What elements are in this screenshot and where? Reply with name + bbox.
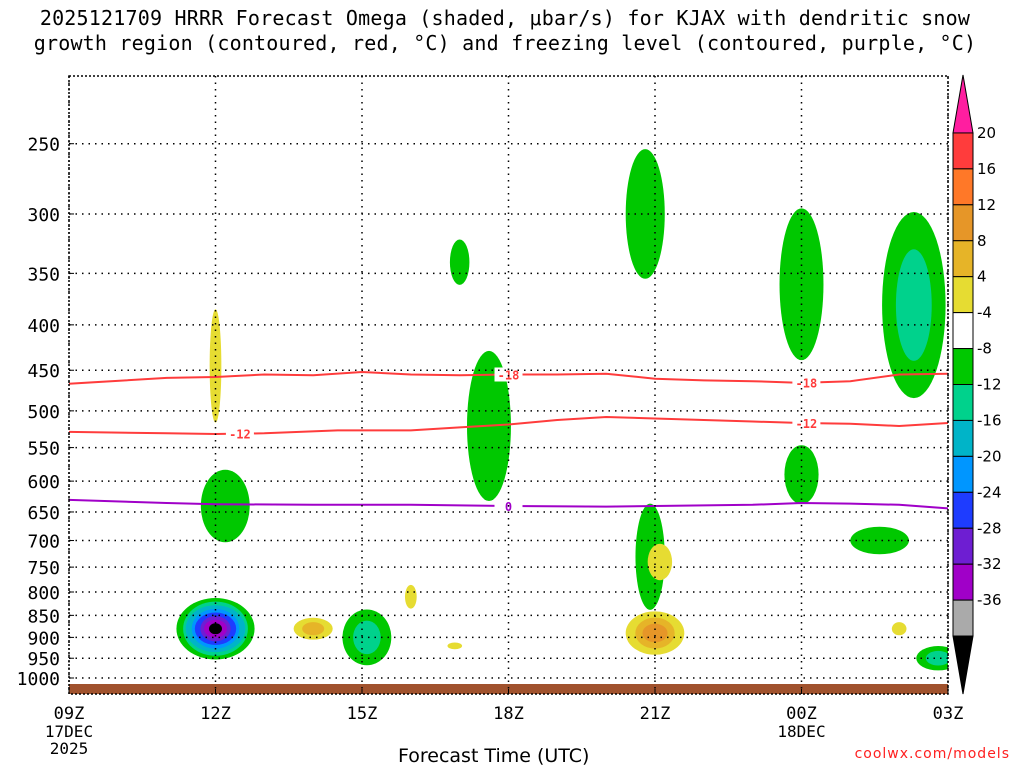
colorbar-cell-1 bbox=[952, 132, 974, 170]
blob-14z-rise-level-8 bbox=[302, 622, 325, 636]
x-tick-label-09Z: 09Z bbox=[54, 704, 85, 724]
x-tick-label-03Z: 03Z bbox=[933, 704, 964, 724]
colorbar-label-4: 4 bbox=[977, 268, 987, 286]
colorbar-arrow-bottom bbox=[952, 635, 974, 695]
x-tick-sublabel-00Z: 18DEC bbox=[777, 722, 825, 741]
x-tick-sublabel2-09Z: 2025 bbox=[50, 739, 89, 758]
freezing-level-line bbox=[69, 498, 948, 510]
colorbar-label--32: -32 bbox=[977, 555, 1002, 573]
colorbar-cell-9 bbox=[952, 419, 974, 457]
colorbar-cell-14 bbox=[952, 599, 974, 637]
colorbar-cell-12 bbox=[952, 527, 974, 565]
dgz-warm-label-bg-0 bbox=[225, 426, 254, 441]
x-tick-label-15Z: 15Z bbox=[347, 704, 378, 724]
title-line-2: growth region (contoured, red, °C) and f… bbox=[33, 31, 977, 55]
y-tick-label-650: 650 bbox=[27, 503, 60, 524]
y-tick-label-350: 350 bbox=[27, 264, 60, 285]
dgz-warm-label-bg-1 bbox=[792, 416, 821, 431]
blob-17z-rise-level-4 bbox=[447, 642, 463, 650]
y-tick-label-850: 850 bbox=[27, 606, 60, 627]
colorbar-cell-13 bbox=[952, 563, 974, 601]
y-tick-label-250: 250 bbox=[27, 135, 60, 156]
y-tick-label-1000: 1000 bbox=[17, 669, 60, 690]
y-tick-label-500: 500 bbox=[27, 402, 60, 423]
colorbar-label--20: -20 bbox=[977, 447, 1002, 465]
blob-21z-rise-level-12 bbox=[642, 623, 668, 643]
colorbar-cell-6 bbox=[952, 312, 974, 350]
colorbar-label--12: -12 bbox=[977, 376, 1002, 394]
colorbar-cell-2 bbox=[952, 168, 974, 206]
plot-frame bbox=[68, 75, 949, 695]
x-tick-label-12Z: 12Z bbox=[200, 704, 231, 724]
colorbar-cell-3 bbox=[952, 204, 974, 242]
y-tick-label-400: 400 bbox=[27, 316, 60, 337]
y-tick-label-800: 800 bbox=[27, 583, 60, 604]
blob-15z-low-level--12 bbox=[353, 620, 381, 655]
colorbar-label-12: 12 bbox=[977, 196, 996, 214]
dgz-cold-label-bg-1 bbox=[792, 375, 821, 390]
colorbar-label-8: 8 bbox=[977, 232, 987, 250]
blob-00z-mid-level--8 bbox=[784, 445, 819, 505]
freezing-level-label-0: 0 bbox=[505, 500, 512, 514]
blob-02z-sfc-rise-level-4 bbox=[891, 622, 907, 636]
y-tick-label-750: 750 bbox=[27, 558, 60, 579]
y-tick-label-950: 950 bbox=[27, 649, 60, 670]
blob-16z-rise-level-4 bbox=[404, 584, 417, 609]
colorbar-label--8: -8 bbox=[977, 340, 992, 358]
blob-02z-upper-level--12 bbox=[895, 249, 932, 361]
title-line-1: 2025121709 HRRR Forecast Omega (shaded, … bbox=[39, 6, 971, 30]
blob-20z-upper-level--8 bbox=[625, 149, 665, 279]
colorbar-cell-5 bbox=[952, 276, 974, 314]
x-tick-sublabel-09Z: 17DEC bbox=[45, 722, 93, 741]
colorbar-label-20: 20 bbox=[977, 124, 996, 142]
y-tick-label-700: 700 bbox=[27, 532, 60, 553]
colorbar-label--28: -28 bbox=[977, 519, 1002, 537]
y-tick-label-600: 600 bbox=[27, 472, 60, 493]
colorbar-cell-8 bbox=[952, 384, 974, 421]
x-tick-label-00Z: 00Z bbox=[786, 704, 817, 724]
x-axis-label: Forecast Time (UTC) bbox=[398, 745, 590, 767]
blob-02z-low-level--8 bbox=[850, 526, 909, 555]
y-tick-label-550: 550 bbox=[27, 439, 60, 460]
dgz-cold-label-bg-0 bbox=[494, 367, 523, 382]
dgz-warm-label-1: -12 bbox=[796, 417, 818, 431]
blob-12z-mid-level--8 bbox=[200, 469, 250, 543]
colorbar-cell-4 bbox=[952, 240, 974, 278]
colorbar-cell-11 bbox=[952, 491, 974, 529]
blob-12z-upper-rise-level-4 bbox=[209, 309, 222, 423]
x-tick-label-21Z: 21Z bbox=[640, 704, 671, 724]
colorbar-arrow-top bbox=[952, 74, 974, 134]
colorbar-label--16: -16 bbox=[977, 411, 1002, 429]
dgz-cold-label-1: -18 bbox=[796, 377, 818, 391]
colorbar-label--4: -4 bbox=[977, 304, 992, 322]
dgz-warm-label-0: -12 bbox=[229, 428, 251, 442]
x-tick-label-18Z: 18Z bbox=[493, 704, 524, 724]
blob-21z-mid-rise-level-4 bbox=[647, 543, 673, 581]
y-tick-label-900: 900 bbox=[27, 628, 60, 649]
colorbar-cell-7 bbox=[952, 348, 974, 385]
colorbar-label--36: -36 bbox=[977, 591, 1002, 609]
chart-title: 2025121709 HRRR Forecast Omega (shaded, … bbox=[0, 6, 1010, 56]
blob-17z-upper-level--8 bbox=[449, 239, 470, 285]
y-tick-label-300: 300 bbox=[27, 205, 60, 226]
credit-link[interactable]: coolwx.com/models bbox=[854, 746, 1010, 762]
blob-03z-sfc-level--12 bbox=[925, 650, 948, 666]
plot-area: -12-12-18-180 bbox=[69, 149, 948, 694]
y-tick-label-450: 450 bbox=[27, 361, 60, 382]
colorbar-label-16: 16 bbox=[977, 160, 996, 178]
colorbar-cell-10 bbox=[952, 455, 974, 493]
colorbar-label--24: -24 bbox=[977, 483, 1002, 501]
